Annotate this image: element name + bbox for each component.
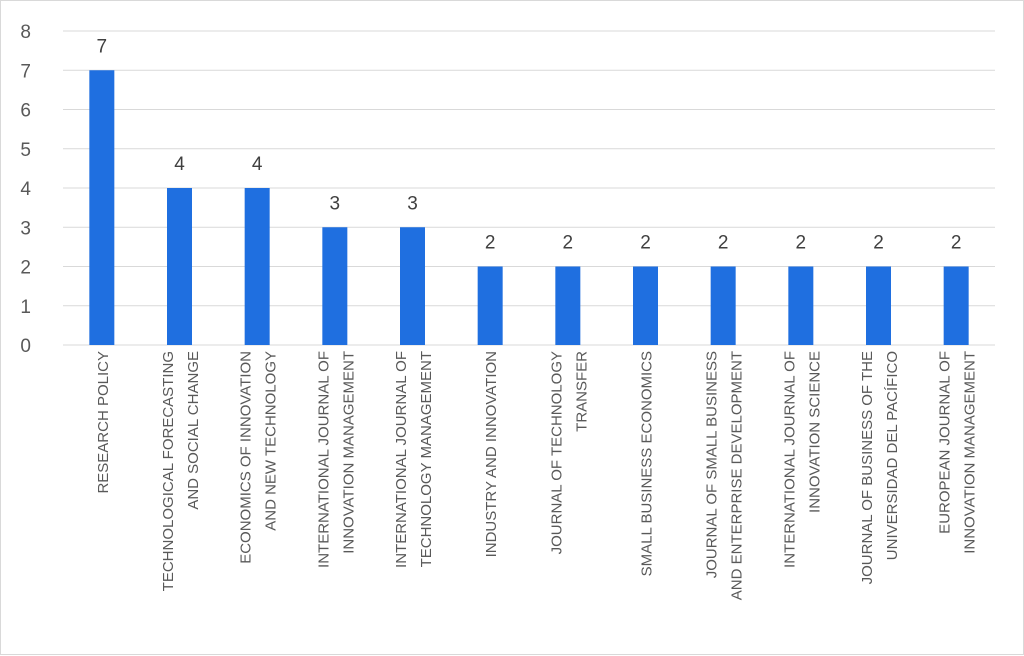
data-label: 7 <box>97 36 108 57</box>
category-label-line: JOURNAL OF BUSINESS OF THE <box>859 351 876 584</box>
bar <box>477 266 503 345</box>
bar <box>400 227 425 345</box>
category-label: JOURNAL OF SMALL BUSINESS AND ENTERPRISE … <box>704 351 746 600</box>
y-tick-label: 1 <box>20 297 31 318</box>
bar <box>167 188 192 345</box>
data-label: 3 <box>330 193 341 214</box>
category-label-line: TECHNOLOGY MANAGEMENT <box>418 351 435 567</box>
category-label: RESEARCH POLICY <box>95 351 112 494</box>
category-label: JOURNAL OF TECHNOLOGY TRANSFER <box>548 351 590 555</box>
x-axis-category-labels: RESEARCH POLICY TECHNOLOGICAL FORECASTING… <box>95 351 979 600</box>
category-label-line: ECONOMICS OF INNOVATION <box>238 351 255 564</box>
bar <box>943 266 969 345</box>
category-label: INTERNATIONAL JOURNAL OF TECHNOLOGY MANAG… <box>393 351 435 568</box>
category-label: INDUSTRY AND INNOVATION <box>483 351 500 557</box>
category-label: ECONOMICS OF INNOVATION AND NEW TECHNOLOG… <box>238 351 280 564</box>
gridlines <box>63 30 995 346</box>
bar <box>322 227 348 345</box>
category-label-line: AND ENTERPRISE DEVELOPMENT <box>729 351 746 600</box>
data-label: 2 <box>873 233 884 254</box>
bar <box>866 266 891 345</box>
data-label: 2 <box>951 233 962 254</box>
category-label-line: RESEARCH POLICY <box>95 351 112 494</box>
y-tick-label: 3 <box>20 218 31 239</box>
y-tick-label: 7 <box>20 61 31 82</box>
y-tick-label: 8 <box>20 22 31 43</box>
category-label-line: JOURNAL OF TECHNOLOGY <box>548 351 565 554</box>
y-tick-label: 4 <box>20 179 31 200</box>
category-label-line: UNIVERSIDAD DEL PACÍFICO <box>884 351 901 560</box>
y-tick-label: 0 <box>20 336 31 357</box>
category-label-line: INTERNATIONAL JOURNAL OF <box>393 351 410 568</box>
data-label: 2 <box>640 233 651 254</box>
category-label: TECHNOLOGICAL FORECASTING AND SOCIAL CHAN… <box>160 351 202 591</box>
bar <box>244 188 270 345</box>
bar <box>633 266 658 345</box>
data-label: 3 <box>407 193 418 214</box>
category-label-line: INNOVATION MANAGEMENT <box>962 351 979 554</box>
data-label: 2 <box>718 233 729 254</box>
data-label: 4 <box>174 154 185 175</box>
category-label-line: INNOVATION MANAGEMENT <box>340 351 357 554</box>
y-axis-tick-labels: 0 1 2 3 4 5 6 7 8 <box>20 22 31 357</box>
bar <box>555 266 581 345</box>
category-label-line: AND NEW TECHNOLOGY <box>263 351 280 531</box>
category-label-line: AND SOCIAL CHANGE <box>185 351 202 510</box>
y-tick-label: 6 <box>20 101 31 122</box>
category-label: INTERNATIONAL JOURNAL OF INNOVATION MANAG… <box>315 351 357 568</box>
category-label: EUROPEAN JOURNAL OF INNOVATION MANAGEMENT <box>937 351 979 554</box>
data-label: 4 <box>252 154 263 175</box>
data-label: 2 <box>563 233 574 254</box>
data-labels: 7 4 4 3 3 2 2 2 2 2 2 2 <box>97 36 962 253</box>
category-label-line: INDUSTRY AND INNOVATION <box>483 351 500 557</box>
y-tick-label: 5 <box>20 140 31 161</box>
category-label-line: JOURNAL OF SMALL BUSINESS <box>704 351 721 578</box>
category-label: SMALL BUSINESS ECONOMICS <box>639 351 656 576</box>
category-label-line: INNOVATION SCIENCE <box>806 351 823 513</box>
category-label-line: INTERNATIONAL JOURNAL OF <box>781 351 798 568</box>
category-label: INTERNATIONAL JOURNAL OF INNOVATION SCIEN… <box>781 351 823 568</box>
bar <box>788 266 814 345</box>
y-tick-label: 2 <box>20 258 31 279</box>
category-label-line: TECHNOLOGICAL FORECASTING <box>160 351 177 591</box>
category-label-line: SMALL BUSINESS ECONOMICS <box>639 351 656 576</box>
data-label: 2 <box>485 233 496 254</box>
bar <box>710 266 736 345</box>
category-label-line: INTERNATIONAL JOURNAL OF <box>315 351 332 568</box>
category-label-line: TRANSFER <box>573 351 590 432</box>
data-label: 2 <box>796 233 807 254</box>
category-label-line: EUROPEAN JOURNAL OF <box>937 351 954 534</box>
bar <box>89 70 115 345</box>
category-label: JOURNAL OF BUSINESS OF THE UNIVERSIDAD DE… <box>859 351 901 584</box>
bars <box>89 70 969 345</box>
